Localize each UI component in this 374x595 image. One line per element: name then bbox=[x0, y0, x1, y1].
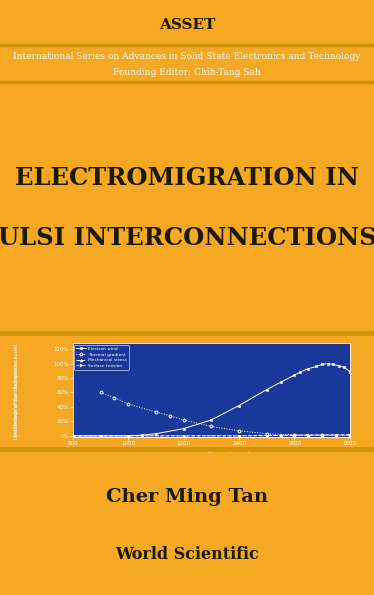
Electron wind bbox=[264, 386, 269, 393]
Electron wind bbox=[325, 360, 330, 367]
Surface tension bbox=[71, 433, 75, 440]
Mechanical stress bbox=[237, 433, 241, 440]
Text: Percentage of flux divergence caused: Percentage of flux divergence caused bbox=[14, 344, 19, 436]
Mechanical stress bbox=[306, 431, 310, 439]
Electron wind bbox=[237, 402, 241, 409]
Text: International Series on Advances in Solid State Electronics and Technology: International Series on Advances in Soli… bbox=[13, 52, 361, 61]
Thermal gradient bbox=[126, 400, 131, 408]
Mechanical stress bbox=[292, 431, 297, 439]
Electron wind bbox=[336, 362, 341, 369]
Electron wind bbox=[342, 364, 346, 371]
Mechanical stress bbox=[334, 431, 338, 439]
Electron wind bbox=[98, 433, 103, 440]
Electron wind bbox=[140, 431, 144, 439]
Thermal gradient bbox=[209, 423, 214, 430]
Thermal gradient bbox=[98, 389, 103, 396]
Surface tension bbox=[306, 432, 310, 439]
Electron wind bbox=[209, 416, 214, 424]
Mechanical stress bbox=[278, 432, 283, 439]
Surface tension bbox=[126, 433, 131, 440]
Thermal gradient bbox=[168, 412, 172, 419]
Mechanical stress bbox=[181, 433, 186, 440]
Electron wind bbox=[278, 379, 283, 386]
Surface tension bbox=[264, 432, 269, 439]
Electron wind bbox=[181, 425, 186, 432]
Thermal gradient bbox=[320, 431, 324, 439]
Thermal gradient bbox=[264, 430, 269, 437]
Electron wind bbox=[331, 361, 335, 368]
Text: ELECTROMIGRATION IN: ELECTROMIGRATION IN bbox=[15, 166, 359, 190]
Thermal gradient bbox=[181, 416, 186, 424]
Surface tension bbox=[181, 433, 186, 440]
Text: World Scientific: World Scientific bbox=[115, 546, 259, 563]
Electron wind bbox=[71, 433, 75, 440]
Mechanical stress bbox=[126, 433, 131, 440]
Mechanical stress bbox=[347, 431, 352, 439]
Line: Thermal gradient: Thermal gradient bbox=[99, 391, 351, 437]
Electron wind bbox=[320, 361, 324, 368]
Thermal gradient bbox=[237, 427, 241, 434]
Surface tension bbox=[320, 431, 324, 439]
Electron wind bbox=[126, 433, 131, 440]
Line: Mechanical stress: Mechanical stress bbox=[71, 433, 351, 437]
Surface tension bbox=[292, 432, 297, 439]
Thermal gradient bbox=[292, 431, 297, 439]
Text: ASSET: ASSET bbox=[159, 17, 215, 32]
Surface tension bbox=[334, 431, 338, 439]
Thermal gradient bbox=[347, 432, 352, 439]
Electron wind bbox=[292, 371, 297, 378]
Text: ULSI INTERCONNECTIONS: ULSI INTERCONNECTIONS bbox=[0, 226, 374, 250]
Thermal gradient bbox=[112, 394, 117, 401]
Mechanical stress bbox=[71, 433, 75, 440]
Electron wind bbox=[154, 430, 158, 437]
Surface tension bbox=[278, 432, 283, 439]
Line: Surface tension: Surface tension bbox=[71, 434, 351, 437]
Mechanical stress bbox=[98, 433, 103, 440]
Text: by different failure mechanisms: by different failure mechanisms bbox=[14, 361, 19, 439]
Surface tension bbox=[98, 433, 103, 440]
Electron wind bbox=[314, 363, 319, 370]
Mechanical stress bbox=[320, 431, 324, 439]
Line: Electron wind: Electron wind bbox=[71, 362, 351, 437]
Surface tension bbox=[237, 433, 241, 440]
Legend: Electron wind, Thermal gradient, Mechanical stress, Surface tension: Electron wind, Thermal gradient, Mechani… bbox=[74, 345, 129, 370]
Electron wind bbox=[298, 369, 302, 376]
X-axis label: Time of void growth (unit: s): Time of void growth (unit: s) bbox=[172, 448, 250, 453]
Text: Cher Ming Tan: Cher Ming Tan bbox=[106, 488, 268, 506]
Electron wind bbox=[347, 368, 352, 375]
Thermal gradient bbox=[154, 408, 158, 415]
Electron wind bbox=[306, 365, 310, 372]
Surface tension bbox=[347, 431, 352, 439]
Mechanical stress bbox=[264, 432, 269, 439]
Text: Founding Editor: Chih-Tang Sah: Founding Editor: Chih-Tang Sah bbox=[113, 68, 261, 77]
